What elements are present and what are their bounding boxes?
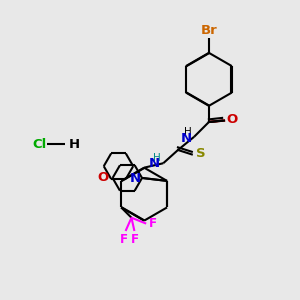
Text: S: S xyxy=(196,147,205,160)
Text: N: N xyxy=(149,157,160,170)
Text: H: H xyxy=(69,138,80,151)
Text: F: F xyxy=(130,233,138,246)
Text: O: O xyxy=(226,113,238,126)
Text: Cl: Cl xyxy=(33,138,47,151)
Text: N: N xyxy=(181,132,192,145)
Text: H: H xyxy=(153,153,160,163)
Text: N: N xyxy=(129,172,141,185)
Text: F: F xyxy=(120,233,128,246)
Text: O: O xyxy=(98,172,109,184)
Text: Br: Br xyxy=(200,24,217,37)
Text: F: F xyxy=(148,217,157,230)
Text: H: H xyxy=(184,127,192,137)
